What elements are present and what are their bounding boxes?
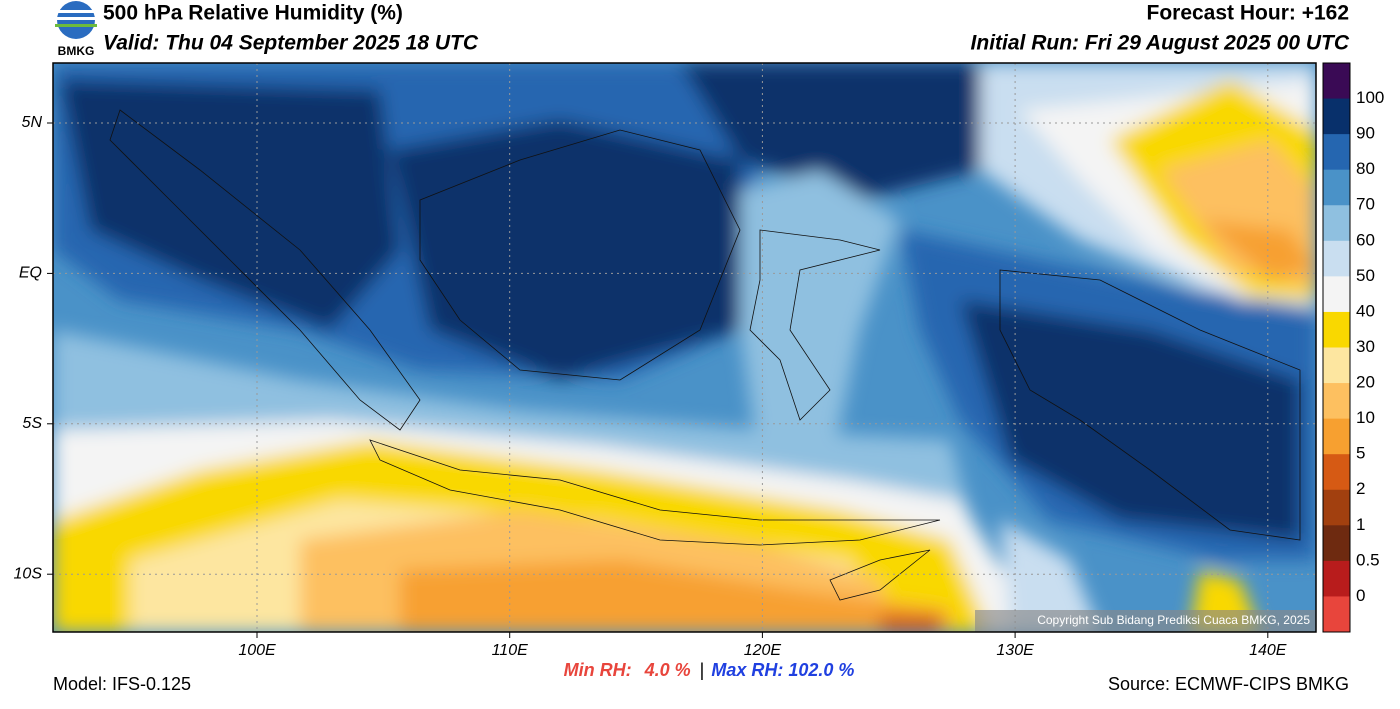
colorbar-label: 30: [1356, 337, 1375, 356]
min-value: 4.0 %: [644, 660, 691, 680]
colorbar-swatch: [1323, 311, 1350, 348]
colorbar-swatch: [1323, 596, 1350, 633]
colorbar-label: 70: [1356, 195, 1375, 214]
colorbar-swatch: [1323, 169, 1350, 206]
colorbar-swatch: [1323, 98, 1350, 135]
colorbar-swatch: [1323, 205, 1350, 242]
initial-run: Initial Run: Fri 29 August 2025 00 UTC: [971, 32, 1350, 55]
y-tick-label: 5N: [22, 114, 43, 131]
title: 500 hPa Relative Humidity (%): [103, 2, 403, 25]
logo-text: BMKG: [58, 44, 95, 58]
colorbar-swatch: [1323, 418, 1350, 455]
map: [53, 63, 1316, 632]
source: Source: ECMWF-CIPS BMKG: [1108, 674, 1349, 694]
colorbar-label: 1: [1356, 515, 1365, 534]
colorbar: 100 90 80 70 60 50 40 30 20 10 5 2 1 0.5 0: [1322, 62, 1384, 633]
colorbar-label: 60: [1356, 230, 1375, 249]
colorbar-frame: [1322, 62, 1351, 633]
copyright: Copyright Sub Bidang Prediksi Cuaca BMKG…: [1037, 613, 1310, 627]
x-tick-label: 110E: [492, 642, 529, 659]
logo: BMKG: [55, 1, 97, 58]
forecast-hour: Forecast Hour: +162: [1147, 2, 1350, 25]
max-label: Max RH:: [711, 660, 783, 680]
x-tick-label: 130E: [996, 642, 1034, 659]
colorbar-swatch: [1323, 383, 1350, 420]
y-tick-label: 5S: [22, 415, 42, 432]
colorbar-label: 0.5: [1356, 550, 1380, 569]
map-frame: [52, 62, 1317, 633]
colorbar-swatch: [1323, 240, 1350, 277]
colorbar-label: 2: [1356, 479, 1365, 498]
colorbar-swatch: [1323, 134, 1350, 171]
colorbar-swatch: [1323, 276, 1350, 313]
colorbar-label: 0: [1356, 586, 1365, 605]
colorbar-label: 10: [1356, 408, 1375, 427]
colorbar-label: 40: [1356, 301, 1375, 320]
y-tick-label: EQ: [19, 265, 42, 282]
colorbar-label: 100: [1356, 88, 1384, 107]
y-tick-label: 10S: [14, 565, 43, 582]
max-value: 102.0 %: [788, 660, 854, 680]
x-tick-label: 140E: [1249, 642, 1287, 659]
colorbar-label: 80: [1356, 159, 1375, 178]
model: Model: IFS-0.125: [53, 674, 191, 694]
separator: |: [700, 660, 705, 680]
min-max: Min RH: 4.0 % | Max RH: 102.0 %: [564, 660, 855, 680]
valid-time: Valid: Thu 04 September 2025 18 UTC: [103, 32, 479, 55]
colorbar-swatch: [1323, 560, 1350, 597]
colorbar-swatch: [1323, 454, 1350, 491]
graticule: 100E 110E 120E 130E 140E 5N EQ 5S 10S: [14, 63, 1316, 659]
colorbar-label: 20: [1356, 373, 1375, 392]
colorbar-swatch: [1323, 489, 1350, 526]
min-label: Min RH:: [564, 660, 632, 680]
x-tick-label: 100E: [238, 642, 276, 659]
colorbar-swatch: [1323, 525, 1350, 562]
colorbar-swatch: [1323, 347, 1350, 384]
colorbar-label: 5: [1356, 444, 1365, 463]
colorbar-swatch: [1323, 63, 1350, 100]
colorbar-label: 90: [1356, 124, 1375, 143]
x-tick-label: 120E: [744, 642, 782, 659]
copyright-box: [975, 610, 1316, 632]
colorbar-label: 50: [1356, 266, 1375, 285]
